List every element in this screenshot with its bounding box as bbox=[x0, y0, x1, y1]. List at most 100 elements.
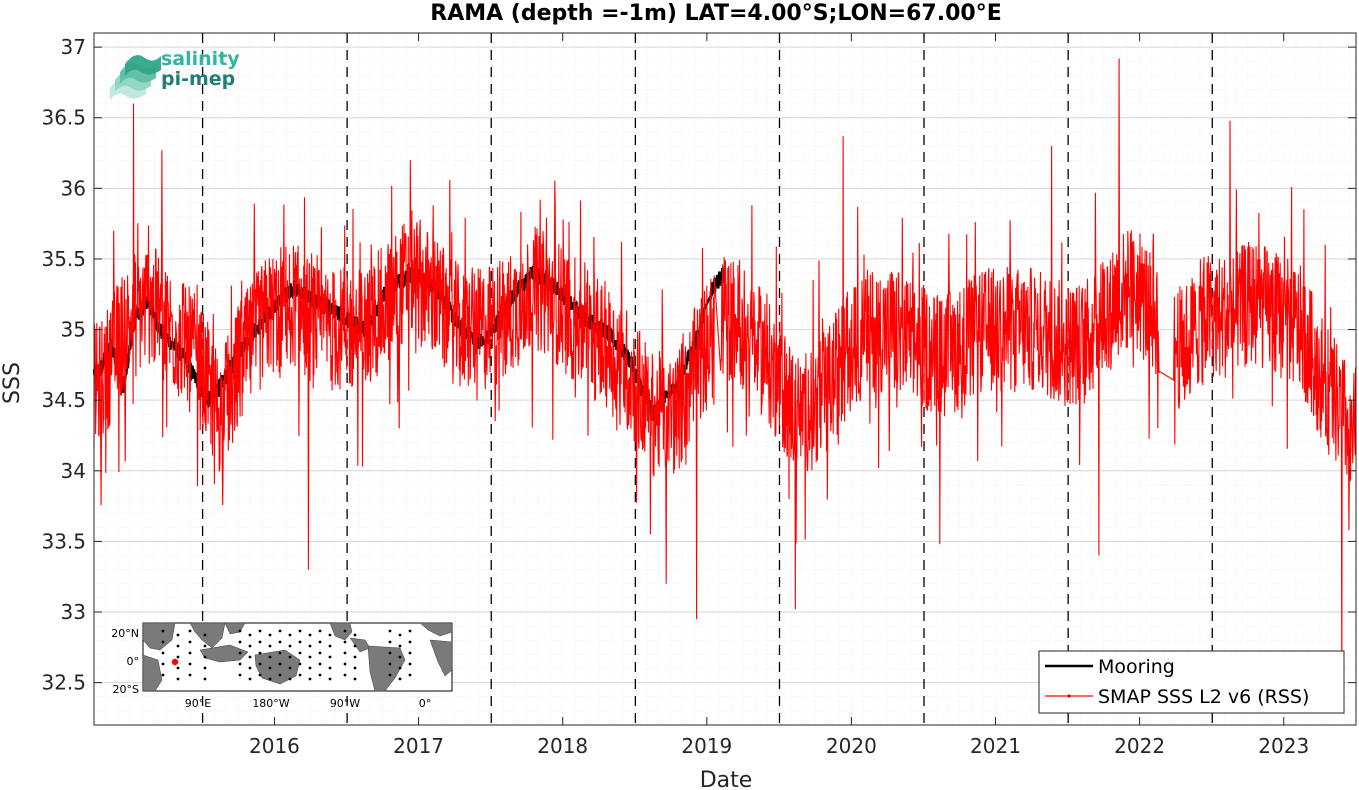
y-tick-label: 35 bbox=[61, 318, 86, 342]
inset-lat-label: 20°S bbox=[113, 683, 139, 696]
inset-buoy-dot bbox=[268, 677, 272, 681]
inset-buoy-dot bbox=[176, 633, 180, 637]
inset-buoy-dot bbox=[248, 677, 252, 681]
y-tick-label: 36 bbox=[61, 176, 86, 200]
inset-buoy-dot bbox=[298, 673, 302, 677]
inset-buoy-dot bbox=[238, 651, 242, 655]
inset-buoy-dot bbox=[353, 655, 357, 659]
inset-buoy-dot bbox=[258, 651, 262, 655]
inset-buoy-dot bbox=[278, 651, 282, 655]
inset-buoy-dot bbox=[161, 629, 165, 633]
legend-mooring-label: Mooring bbox=[1098, 656, 1175, 678]
inset-land-shape bbox=[142, 622, 176, 651]
legend: Mooring SMAP SSS L2 v6 (RSS) bbox=[1038, 650, 1345, 714]
inset-land-shape bbox=[329, 622, 353, 641]
inset-land-shape bbox=[367, 645, 406, 692]
inset-buoy-dot bbox=[353, 666, 357, 670]
inset-buoy-dot bbox=[408, 629, 412, 633]
legend-smap-label: SMAP SSS L2 v6 (RSS) bbox=[1098, 686, 1309, 708]
inset-buoy-dot bbox=[408, 673, 412, 677]
inset-buoy-dot bbox=[176, 655, 180, 659]
inset-buoy-dot bbox=[188, 640, 192, 644]
inset-buoy-dot bbox=[398, 655, 402, 659]
inset-buoy-dot bbox=[248, 644, 252, 648]
inset-buoy-dot bbox=[398, 633, 402, 637]
inset-buoy-dot bbox=[398, 677, 402, 681]
inset-buoy-dot bbox=[278, 673, 282, 677]
inset-buoy-dot bbox=[268, 633, 272, 637]
inset-buoy-dot bbox=[238, 640, 242, 644]
smap-series-line bbox=[93, 58, 1357, 697]
inset-land-shape bbox=[254, 649, 301, 685]
inset-buoy-dot bbox=[203, 633, 207, 637]
inset-buoy-dot bbox=[176, 666, 180, 670]
inset-buoy-dot bbox=[203, 644, 207, 648]
x-tick-label: 2019 bbox=[681, 734, 732, 758]
inset-buoy-dot bbox=[408, 651, 412, 655]
inset-buoy-dot bbox=[318, 673, 322, 677]
inset-buoy-dot bbox=[188, 651, 192, 655]
inset-buoy-dot bbox=[308, 655, 312, 659]
inset-buoy-dot bbox=[388, 629, 392, 633]
inset-land-shape bbox=[429, 639, 453, 677]
inset-buoy-dot bbox=[288, 666, 292, 670]
chart-title: RAMA (depth =-1m) LAT=4.00°S;LON=67.00°E bbox=[430, 1, 1001, 26]
inset-buoy-dot bbox=[298, 640, 302, 644]
plot-frame bbox=[93, 32, 1357, 726]
inset-buoy-dot bbox=[268, 666, 272, 670]
inset-land-shape bbox=[419, 622, 453, 637]
inset-buoy-dot bbox=[268, 655, 272, 659]
inset-lat-label: 20°N bbox=[111, 627, 139, 640]
inset-buoy-dot bbox=[161, 673, 165, 677]
inset-buoy-dot bbox=[248, 633, 252, 637]
inset-buoy-dot bbox=[398, 666, 402, 670]
x-tick-label: 2016 bbox=[249, 734, 300, 758]
inset-buoy-dot bbox=[408, 662, 412, 666]
inset-buoy-dot bbox=[298, 662, 302, 666]
y-tick-label: 34 bbox=[61, 459, 86, 483]
inset-buoy-dot bbox=[288, 644, 292, 648]
inset-buoy-dot bbox=[248, 666, 252, 670]
inset-map: 20°N 0° 20°S 90°E 180°W 90°W 0° bbox=[111, 622, 453, 710]
inset-buoy-dot bbox=[343, 673, 347, 677]
plot-background bbox=[94, 33, 1356, 725]
inset-buoy-dot bbox=[238, 673, 242, 677]
inset-buoy-dot bbox=[161, 651, 165, 655]
inset-buoy-dot bbox=[288, 677, 292, 681]
y-tick-label: 34.5 bbox=[41, 388, 86, 412]
x-tick-label: 2018 bbox=[537, 734, 588, 758]
inset-buoy-dot bbox=[298, 629, 302, 633]
inset-buoy-dot bbox=[278, 640, 282, 644]
inset-buoy-dot bbox=[188, 673, 192, 677]
inset-buoy-dot bbox=[328, 655, 332, 659]
inset-lon-label: 180°W bbox=[252, 697, 289, 710]
inset-buoy-dot bbox=[328, 644, 332, 648]
y-tick-label: 35.5 bbox=[41, 247, 86, 271]
inset-buoy-dot bbox=[288, 655, 292, 659]
inset-buoy-dot bbox=[248, 655, 252, 659]
inset-lon-label: 90°E bbox=[185, 697, 211, 710]
y-tick-label: 32.5 bbox=[41, 671, 86, 695]
inset-buoy-dot bbox=[353, 677, 357, 681]
inset-buoy-dot bbox=[398, 644, 402, 648]
inset-buoy-dot bbox=[161, 662, 165, 666]
logo-wave-icon bbox=[125, 55, 161, 76]
inset-buoy-dot bbox=[388, 651, 392, 655]
legend-smap-marker bbox=[1067, 694, 1071, 698]
y-axis-title: SSS bbox=[0, 362, 25, 404]
logo-line1: salinity bbox=[161, 48, 240, 70]
inset-land-shape bbox=[142, 654, 163, 692]
inset-buoy-dot bbox=[328, 677, 332, 681]
x-tick-label: 2020 bbox=[826, 734, 877, 758]
inset-location-marker bbox=[171, 658, 179, 666]
inset-buoy-dot bbox=[343, 662, 347, 666]
inset-buoy-dot bbox=[203, 666, 207, 670]
inset-buoy-dot bbox=[343, 640, 347, 644]
inset-buoy-dot bbox=[278, 662, 282, 666]
y-tick-label: 33.5 bbox=[41, 529, 86, 553]
x-tick-label: 2022 bbox=[1114, 734, 1165, 758]
inset-buoy-dot bbox=[203, 655, 207, 659]
inset-buoy-dot bbox=[258, 673, 262, 677]
